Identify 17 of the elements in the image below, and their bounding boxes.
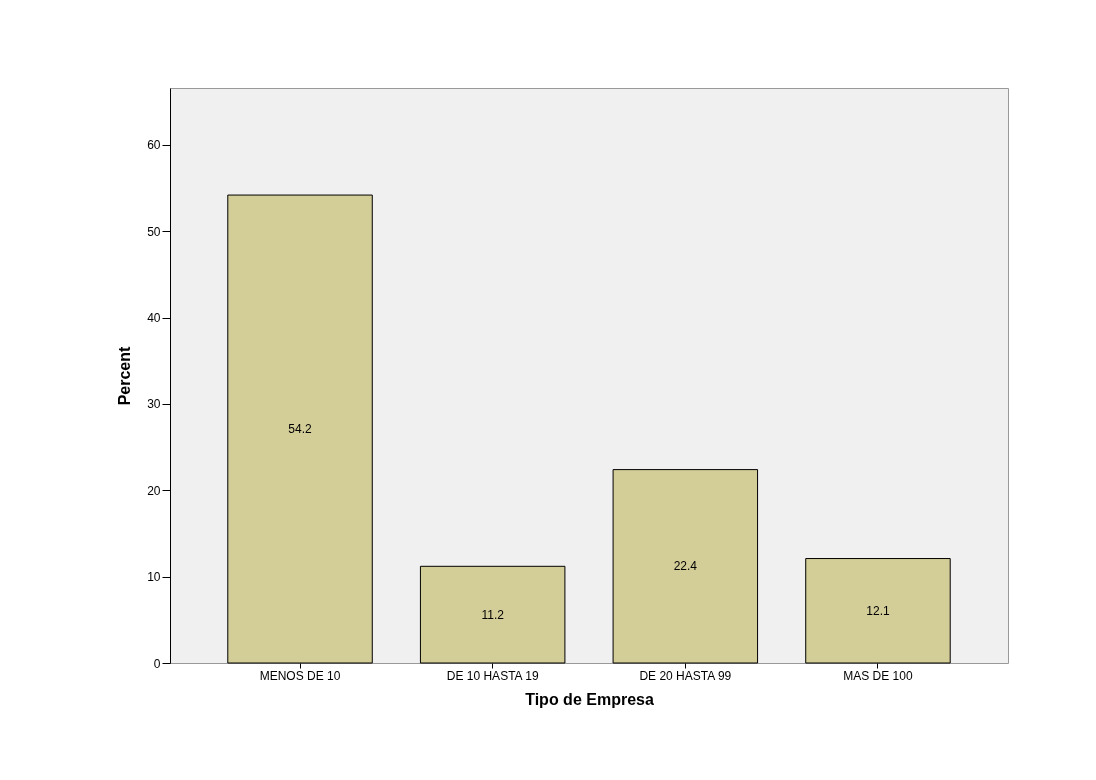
data-label: 54.2 (288, 422, 313, 437)
y-tick-label: 60 (147, 138, 161, 153)
x-tick-label: MENOS DE 10 (259, 668, 341, 683)
data-label: 11.2 (481, 607, 505, 622)
y-tick-label: 30 (147, 397, 161, 412)
y-axis-title: Percent (116, 345, 134, 406)
x-tick-label: MAS DE 100 (843, 668, 913, 683)
y-tick-label: 0 (153, 656, 161, 671)
data-label: 12.1 (866, 603, 890, 618)
y-tick-label: 10 (147, 570, 161, 585)
data-label: 22.4 (673, 559, 698, 574)
y-tick-label: 40 (147, 311, 161, 326)
x-tick-label: DE 20 HASTA 99 (639, 668, 732, 683)
y-tick-label: 20 (147, 483, 161, 498)
y-tick-label: 50 (147, 224, 161, 239)
x-tick-label: DE 10 HASTA 19 (446, 668, 539, 683)
x-axis-title: Tipo de Empresa (525, 690, 654, 708)
